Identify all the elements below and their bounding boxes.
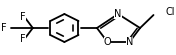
Text: F: F <box>20 12 26 22</box>
Text: N: N <box>114 9 122 19</box>
Text: Cl: Cl <box>166 7 175 17</box>
Text: F: F <box>20 34 26 44</box>
Text: N: N <box>126 37 133 47</box>
Text: F: F <box>1 23 7 33</box>
Text: O: O <box>104 37 111 47</box>
